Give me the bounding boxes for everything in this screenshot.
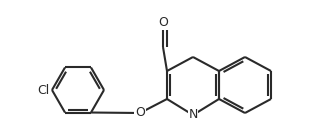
Text: Cl: Cl bbox=[38, 84, 50, 97]
Text: O: O bbox=[158, 16, 168, 30]
Text: O: O bbox=[135, 106, 145, 120]
Text: N: N bbox=[188, 109, 198, 121]
